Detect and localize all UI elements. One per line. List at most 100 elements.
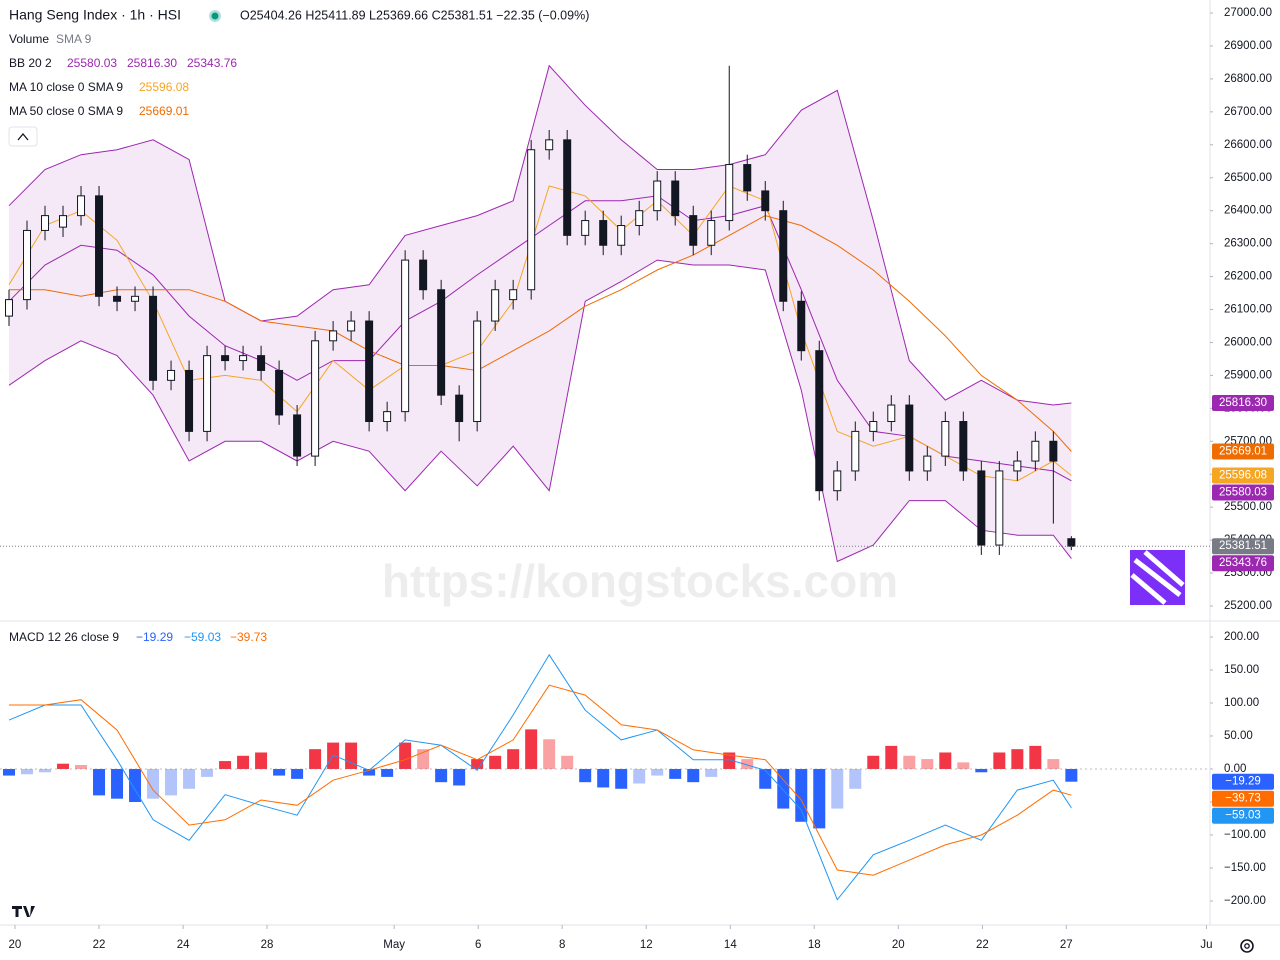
histogram-bar <box>867 755 880 769</box>
brand-logo <box>1130 550 1185 605</box>
x-tick-label: 20 <box>9 939 22 951</box>
collapse-button[interactable] <box>8 126 38 147</box>
price-badge-label: −19.29 <box>1225 776 1261 788</box>
y-tick-label: 26300.00 <box>1224 238 1272 250</box>
histogram-bar <box>597 768 610 788</box>
candle-body <box>95 195 104 297</box>
tv-logo[interactable] <box>12 906 35 917</box>
candle-body <box>455 394 464 423</box>
candle-body <box>1067 538 1076 547</box>
histogram-bar <box>471 759 484 769</box>
price-badge-label: 25816.30 <box>1219 397 1267 409</box>
candle-body <box>329 330 338 342</box>
candle-body <box>653 180 662 212</box>
status-dot <box>211 12 219 20</box>
bb-fill <box>9 65 1072 562</box>
histogram-bar <box>399 742 412 769</box>
price-badge-label: −39.73 <box>1225 793 1261 805</box>
histogram-bar <box>291 768 304 779</box>
y-tick-label: 26000.00 <box>1224 336 1272 348</box>
histogram-bar <box>183 768 196 789</box>
candle-body <box>131 295 140 302</box>
histogram-bar <box>1011 749 1024 769</box>
candle-body <box>1049 440 1058 462</box>
candle-body <box>779 210 788 302</box>
histogram-bar <box>237 755 250 769</box>
candle-body <box>491 289 500 322</box>
candle-body <box>59 215 68 228</box>
ma10-legend: MA 10 close 0 SMA 9 <box>9 80 123 94</box>
y-tick-label: 26900.00 <box>1224 40 1272 52</box>
y-tick-label: 26500.00 <box>1224 172 1272 184</box>
candle-body <box>473 320 482 423</box>
histogram-bar <box>759 768 772 789</box>
candle-body <box>257 355 266 371</box>
histogram-bar <box>507 749 520 769</box>
candle-body <box>617 224 626 246</box>
legend-value: −39.73 <box>230 630 267 644</box>
chart-title: Hang Seng Index · 1h · HSI <box>9 7 181 23</box>
candle-body <box>383 411 392 423</box>
histogram-bar <box>489 755 502 769</box>
candle-body <box>977 470 986 546</box>
candle-body <box>419 259 428 291</box>
candle-body <box>545 139 554 151</box>
watermark: https://kongstocks.com <box>382 555 898 607</box>
y-tick-label: −150.00 <box>1224 862 1266 874</box>
histogram-bar <box>453 768 466 786</box>
legend-value: 25343.76 <box>187 56 237 70</box>
candle-body <box>941 421 950 457</box>
y-tick-label: 26700.00 <box>1224 106 1272 118</box>
legend-value: 25816.30 <box>127 56 177 70</box>
y-tick-label: 26400.00 <box>1224 205 1272 217</box>
histogram-bar <box>651 768 664 776</box>
histogram-bar <box>1065 768 1078 782</box>
histogram-bar <box>309 749 322 769</box>
candle-body <box>365 320 374 423</box>
histogram-bar <box>723 752 736 769</box>
candle-body <box>275 369 284 416</box>
settings-gear[interactable] <box>1240 939 1254 953</box>
price-badge <box>1212 467 1274 484</box>
histogram-bar <box>255 752 268 769</box>
candle-body <box>113 295 122 302</box>
candle-body <box>761 190 770 212</box>
x-tick-label: 28 <box>261 939 274 951</box>
histogram-bar <box>1047 759 1060 769</box>
price-badge <box>1212 484 1274 501</box>
y-tick-label: 25200.00 <box>1224 600 1272 612</box>
histogram-bar <box>111 768 124 799</box>
candle-body <box>581 220 590 236</box>
x-tick-label: 18 <box>808 939 821 951</box>
y-tick-label: 50.00 <box>1224 730 1253 742</box>
candle-body <box>401 259 410 413</box>
candle-body <box>1013 460 1022 472</box>
candle-body <box>725 164 734 222</box>
candle-body <box>347 320 356 332</box>
histogram-bar <box>21 768 34 775</box>
candle-body <box>599 220 608 246</box>
candle-body <box>689 215 698 246</box>
candle-body <box>959 421 968 472</box>
x-tick-label: 8 <box>559 939 565 951</box>
x-tick-label: 24 <box>177 939 190 951</box>
candle-body <box>833 470 842 492</box>
price-badge <box>1212 807 1274 824</box>
price-badge <box>1212 394 1274 411</box>
price-badge-label: 25596.08 <box>1219 470 1267 482</box>
x-tick-label: 22 <box>976 939 989 951</box>
indicator-line <box>8 64 1072 406</box>
histogram-bar <box>633 768 646 784</box>
x-tick-label: 22 <box>93 939 106 951</box>
x-tick-label: 14 <box>724 939 737 951</box>
price-badge-label: −59.03 <box>1225 810 1261 822</box>
candle-body <box>797 300 806 352</box>
histogram-bar <box>129 768 142 802</box>
candle-body <box>185 369 194 432</box>
candle-body <box>203 355 212 432</box>
ma50-legend: MA 50 close 0 SMA 9 <box>9 104 123 118</box>
x-tick-label: 27 <box>1060 939 1073 951</box>
candle-body <box>671 180 680 217</box>
